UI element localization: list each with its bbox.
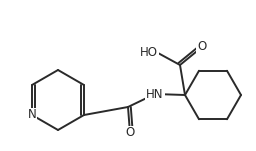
Text: O: O xyxy=(197,40,207,53)
Text: HO: HO xyxy=(140,47,158,59)
Text: N: N xyxy=(28,109,36,122)
Text: HN: HN xyxy=(146,87,164,101)
Text: O: O xyxy=(125,127,135,140)
